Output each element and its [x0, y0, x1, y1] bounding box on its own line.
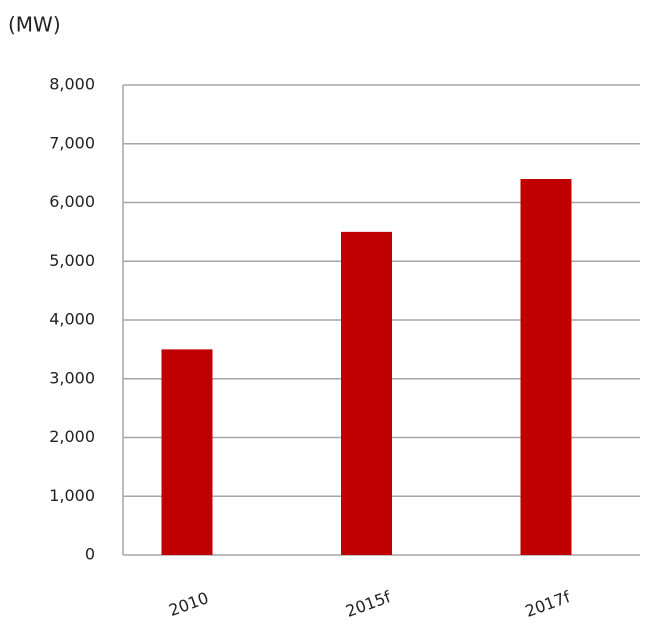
y-tick-label: 8,000 [49, 75, 95, 94]
y-tick-label: 7,000 [49, 133, 95, 152]
x-tick-label: 2017f [523, 587, 573, 621]
y-tick-label: 1,000 [49, 486, 95, 505]
bar [520, 179, 572, 555]
y-axis-label: (MW) [8, 13, 61, 37]
y-tick-label: 3,000 [49, 368, 95, 387]
y-tick-label: 5,000 [49, 251, 95, 270]
bar [161, 349, 213, 555]
x-tick-label: 2015f [343, 587, 393, 621]
x-tick-label: 2010 [166, 588, 211, 620]
y-tick-label: 4,000 [49, 310, 95, 329]
y-tick-label: 0 [85, 545, 95, 564]
y-tick-label: 2,000 [49, 427, 95, 446]
y-tick-label: 6,000 [49, 192, 95, 211]
bar [341, 231, 392, 555]
